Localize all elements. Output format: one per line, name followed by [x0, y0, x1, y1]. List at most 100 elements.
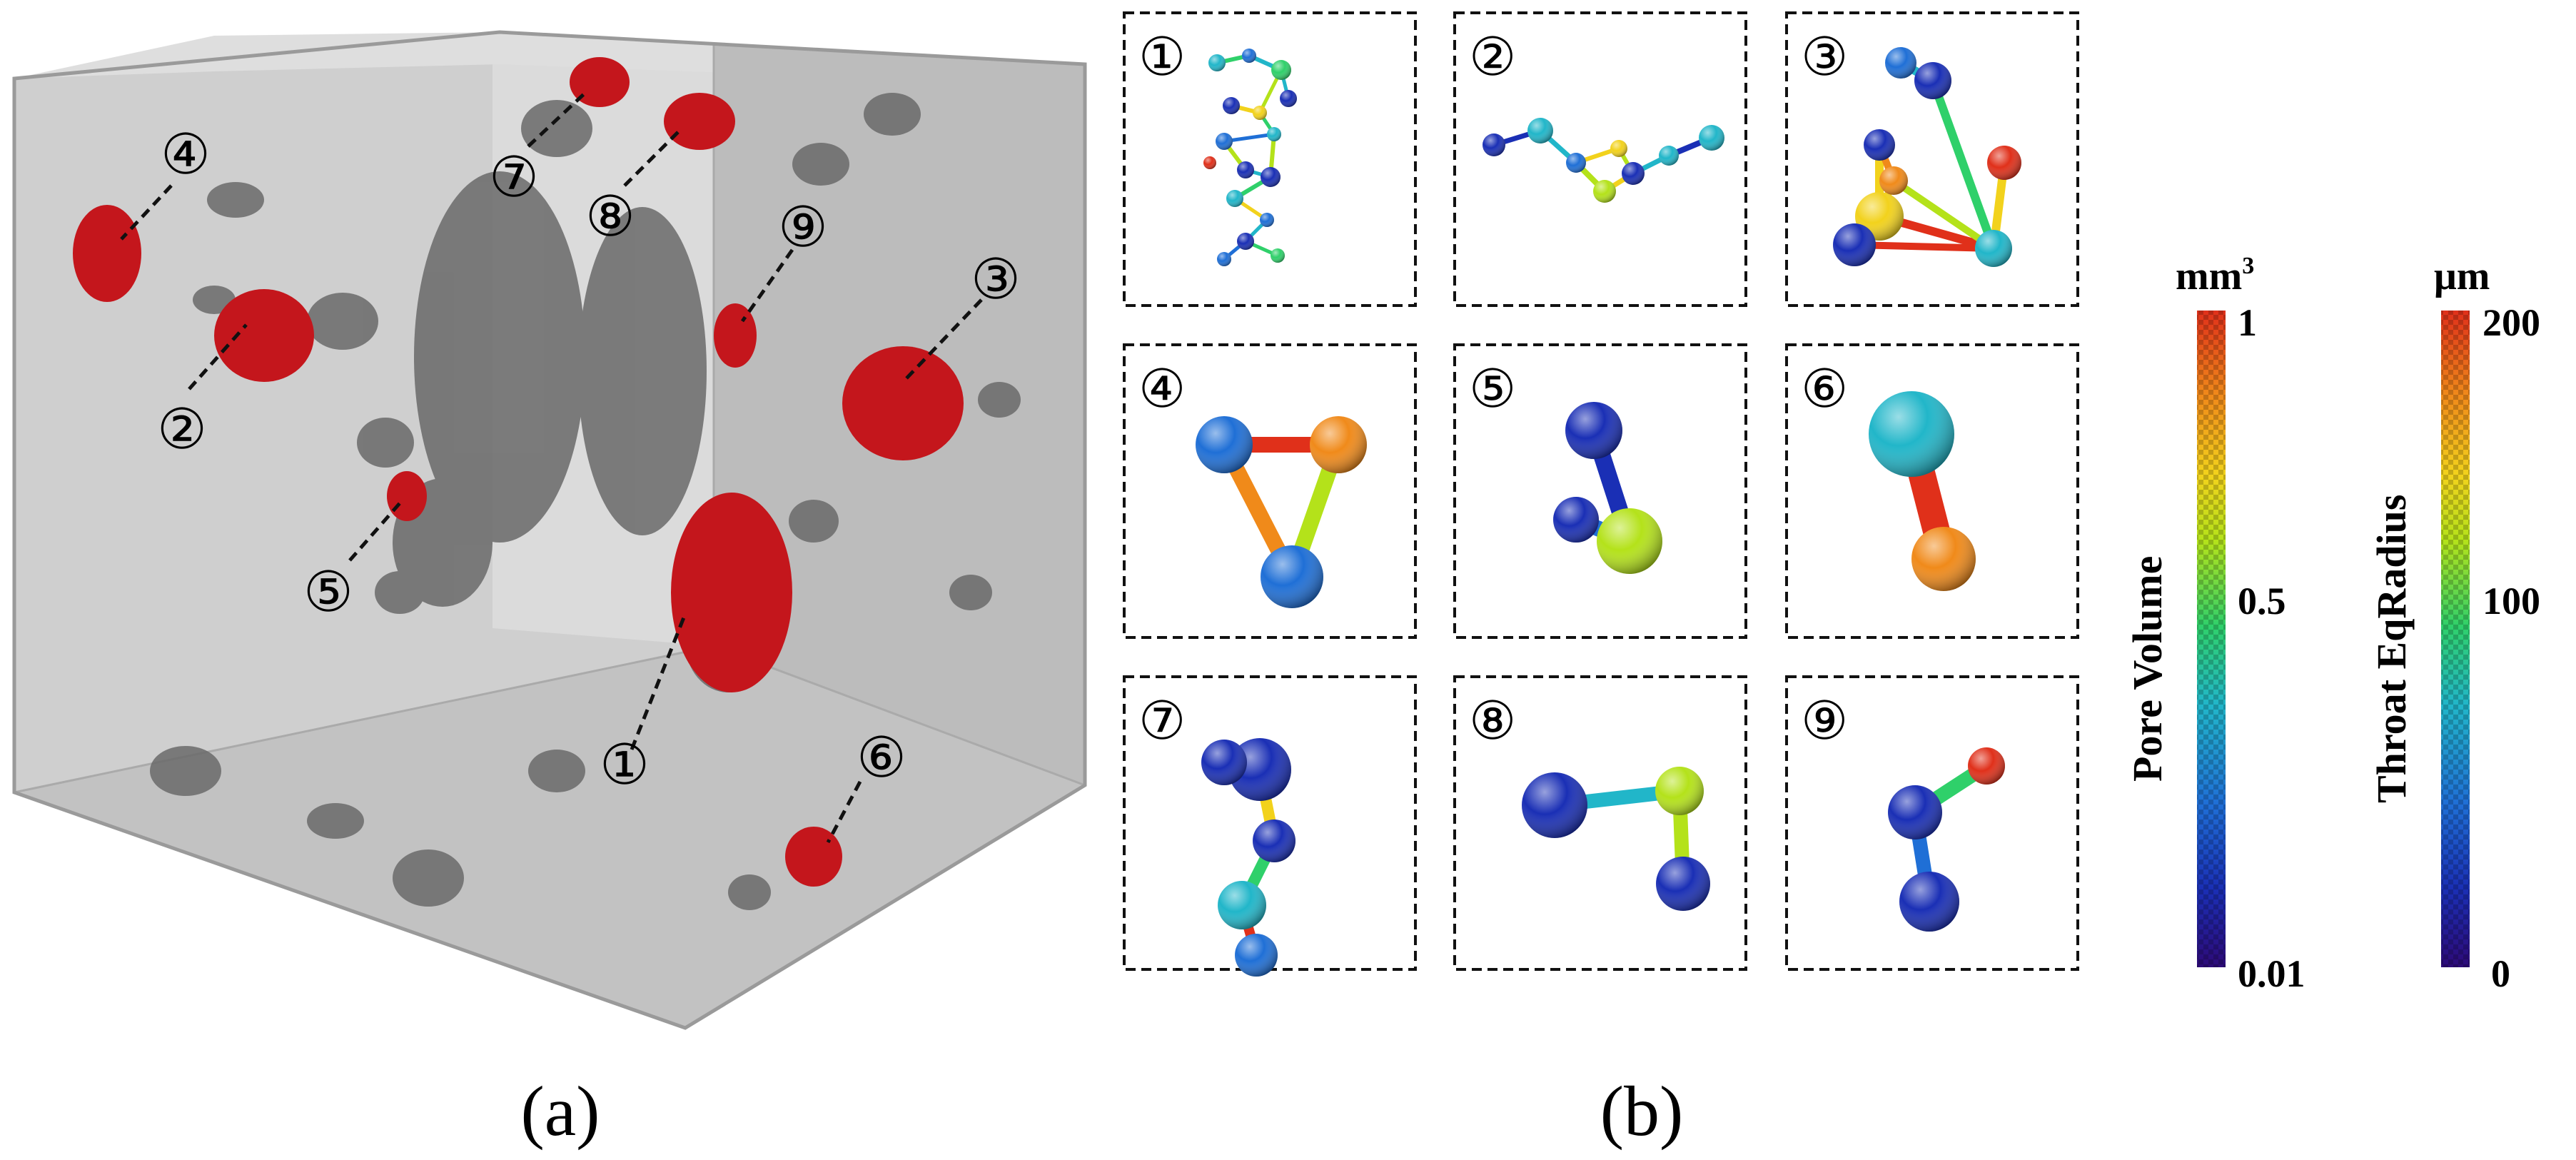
marker-3: ③ [971, 248, 1021, 311]
pore-sphere-shading [1237, 233, 1254, 250]
throat [1929, 76, 1998, 253]
marker-5: ⑤ [303, 561, 353, 623]
red-cluster-3 [842, 346, 964, 460]
cell-2-frame [1453, 11, 1747, 307]
network-3 [1833, 47, 2021, 267]
marker-2: ② [157, 398, 207, 460]
network-4 [1196, 416, 1367, 608]
pore-sphere-shading [1885, 47, 1916, 79]
cell-label-1: ① [1138, 29, 1186, 87]
pore-sphere-shading [1267, 127, 1281, 141]
pore-volume-title: Pore Volume [2124, 556, 2171, 782]
pore-sphere-shading [1622, 162, 1645, 185]
network-6 [1869, 391, 1976, 591]
red-cluster-6 [785, 827, 842, 887]
pore-sphere-shading [1879, 166, 1908, 195]
red-pore-clusters [73, 57, 964, 887]
cell-5-frame [1453, 343, 1747, 639]
pore-sphere-shading [1196, 416, 1253, 473]
red-cluster-8 [664, 93, 735, 150]
throat-radius-tick-mid: 100 [2482, 580, 2540, 622]
pore-sphere-shading [1271, 60, 1291, 80]
network-8 [1522, 767, 1710, 911]
pore-sphere-shading [1237, 161, 1254, 178]
pore-sphere-shading [1271, 248, 1285, 263]
red-cluster-9 [714, 303, 757, 368]
pore-sphere-shading [1864, 129, 1895, 161]
pore-sphere-shading [1833, 223, 1876, 266]
pore-sphere-shading [1280, 90, 1297, 107]
red-cluster-7 [570, 57, 630, 107]
pore-sphere-shading [1201, 740, 1247, 785]
pore-sphere-shading [1483, 133, 1505, 156]
pore-sphere-shading [1261, 545, 1323, 608]
cube-outline [12, 30, 1087, 1030]
pore-sphere-shading [1566, 153, 1586, 173]
pore-volume-tick-max: 1 [2238, 301, 2257, 344]
pore-sphere-shading [1226, 190, 1243, 207]
cube-edge [713, 645, 1086, 787]
pore-sphere-shading [1975, 230, 2012, 267]
cell-label-6: ⑥ [1801, 360, 1848, 419]
throat-radius-unit: μm [2434, 254, 2490, 298]
marker-6: ⑥ [857, 727, 906, 789]
red-cluster-2 [214, 289, 314, 382]
cell-3-frame [1785, 11, 2079, 307]
panel-a-caption: (a) [521, 1071, 600, 1151]
pore-sphere-shading [1527, 118, 1553, 143]
marker-4: ④ [161, 123, 211, 186]
cube-bottom-face [14, 646, 1085, 1028]
pore-volume-unit: mm3 [2176, 253, 2254, 298]
pore-sphere-shading [1593, 180, 1616, 203]
colorbar-pore-volume: mm3 Pore Volume 1 0.5 0.01 [2124, 253, 2305, 995]
pore-sphere-shading [1242, 49, 1256, 63]
cell-label-4: ④ [1138, 360, 1186, 419]
cell-label-2: ② [1469, 29, 1516, 87]
pore-volume-checker [2197, 311, 2226, 967]
colorbar-throat-radius: μm Throat EqRadius 200 100 0 [2368, 254, 2540, 995]
pore-sphere-shading [1218, 881, 1266, 929]
pore-sphere-shading [1968, 747, 2005, 785]
pore-sphere-shading [1659, 146, 1679, 166]
cell-1-frame [1123, 11, 1417, 307]
throat-radius-title: Throat EqRadius [2368, 495, 2415, 803]
pore-sphere-shading [1310, 416, 1367, 473]
pore-sphere-shading [1869, 391, 1954, 477]
pore-sphere-shading [1914, 62, 1951, 99]
pore-sphere-shading [1597, 508, 1662, 574]
cell-label-7: ⑦ [1138, 692, 1186, 751]
red-cluster-5 [387, 471, 427, 521]
throat [1851, 241, 1997, 252]
pore-sphere-shading [1899, 872, 1959, 932]
cell-6-frame [1785, 343, 2079, 639]
cell-label-3: ③ [1801, 29, 1848, 87]
pore-sphere-shading [1553, 497, 1599, 543]
red-cluster-4 [73, 205, 141, 302]
cell-labels: ① ② ③ ④ ⑤ ⑥ ⑦ ⑧ ⑨ [1138, 29, 1848, 751]
network-1 [1203, 49, 1297, 266]
pore-sphere-shading [1217, 252, 1231, 266]
cell-9-frame [1785, 675, 2079, 971]
throat-radius-tick-min: 0 [2491, 952, 2510, 995]
pore-sphere-shading [1208, 54, 1226, 71]
cell-8-frame [1453, 675, 1747, 971]
pore-sphere-shading [1253, 819, 1295, 862]
network-7 [1201, 738, 1295, 977]
throat-radius-checker [2441, 311, 2470, 967]
panel-b-grid [1123, 11, 2079, 971]
cell-label-8: ⑧ [1469, 692, 1516, 751]
network-5 [1553, 402, 1662, 574]
pore-sphere-shading [1253, 106, 1267, 120]
pore-sphere-shading [1655, 767, 1704, 815]
pore-sphere-shading [1911, 527, 1976, 591]
red-cluster-1 [671, 493, 792, 692]
panel-a-cube: ① ② ③ ④ ⑤ ⑥ ⑦ ⑧ ⑨ [12, 30, 1087, 1030]
pore-sphere-shading [1203, 156, 1216, 169]
pore-sphere-shading [1235, 934, 1278, 977]
pore-volume-tick-min: 0.01 [2238, 952, 2305, 995]
pore-sphere-shading [1260, 213, 1274, 227]
panel-b-caption: (b) [1600, 1071, 1684, 1151]
network-2 [1483, 118, 1724, 203]
cell-4-frame [1123, 343, 1417, 639]
network-9 [1888, 747, 2005, 932]
